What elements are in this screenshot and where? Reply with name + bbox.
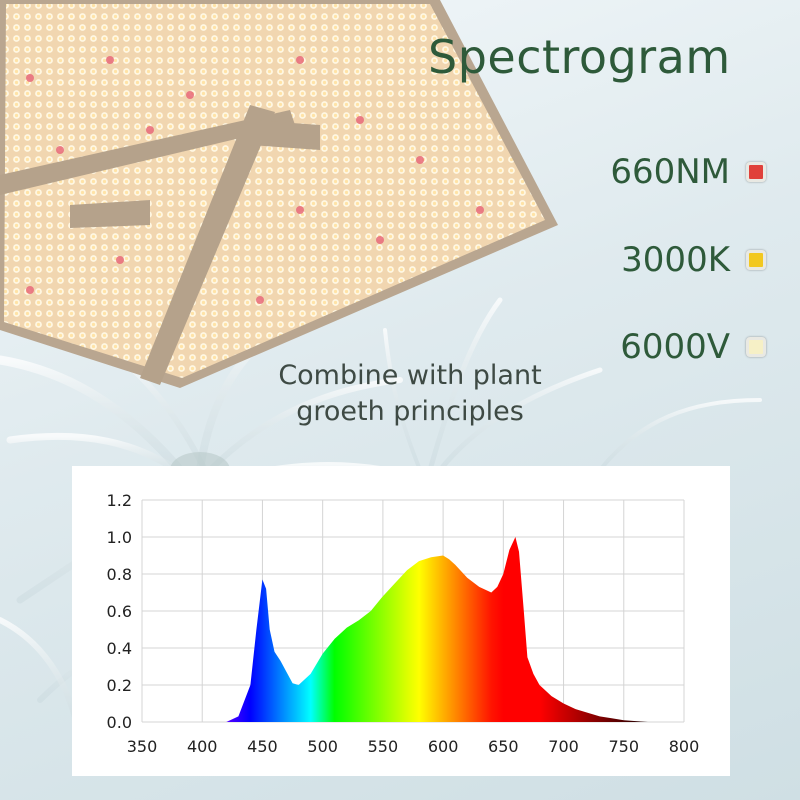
y-tick-label: 0.0	[107, 713, 132, 732]
y-tick-label: 1.2	[107, 491, 132, 510]
x-tick-label: 350	[127, 737, 158, 756]
spectrum-area	[214, 537, 648, 722]
x-tick-label: 450	[247, 737, 278, 756]
subtitle-line: groeth principles	[296, 396, 524, 427]
x-tick-label: 500	[307, 737, 338, 756]
legend-label: 3000K	[621, 240, 730, 280]
y-tick-label: 0.8	[107, 565, 132, 584]
subtitle: Combine with plant groeth principles	[250, 358, 570, 430]
page-title: Spectrogram	[428, 30, 731, 84]
y-tick-label: 1.0	[107, 528, 132, 547]
x-tick-label: 700	[548, 737, 579, 756]
x-tick-label: 600	[428, 737, 459, 756]
x-tick-label: 800	[669, 737, 700, 756]
x-tick-label: 400	[187, 737, 218, 756]
y-tick-label: 0.6	[107, 602, 132, 621]
spectrum-chart: 350 400 450 500 550 600 650 700 750 800 0.0 0.2 0.4 0…	[72, 466, 730, 776]
led-grow-light-panel	[0, 0, 558, 388]
legend-item-660nm: 660NM	[600, 152, 766, 192]
x-tick-label: 650	[488, 737, 519, 756]
legend-swatch	[746, 337, 766, 357]
legend-swatch	[746, 250, 766, 270]
legend-swatch	[746, 162, 766, 182]
spectrum-chart-svg: 350 400 450 500 550 600 650 700 750 800 0.0 0.2 0.4 0…	[107, 491, 700, 756]
x-tick-label: 750	[609, 737, 640, 756]
legend-label: 660NM	[610, 152, 730, 192]
y-tick-label: 0.2	[107, 676, 132, 695]
legend-item-3000k: 3000K	[600, 240, 766, 280]
legend-label: 6000V	[620, 327, 730, 367]
legend-item-6000v: 6000V	[600, 327, 766, 367]
subtitle-line: Combine with plant	[278, 360, 542, 391]
y-tick-label: 0.4	[107, 639, 132, 658]
x-tick-label: 550	[368, 737, 399, 756]
